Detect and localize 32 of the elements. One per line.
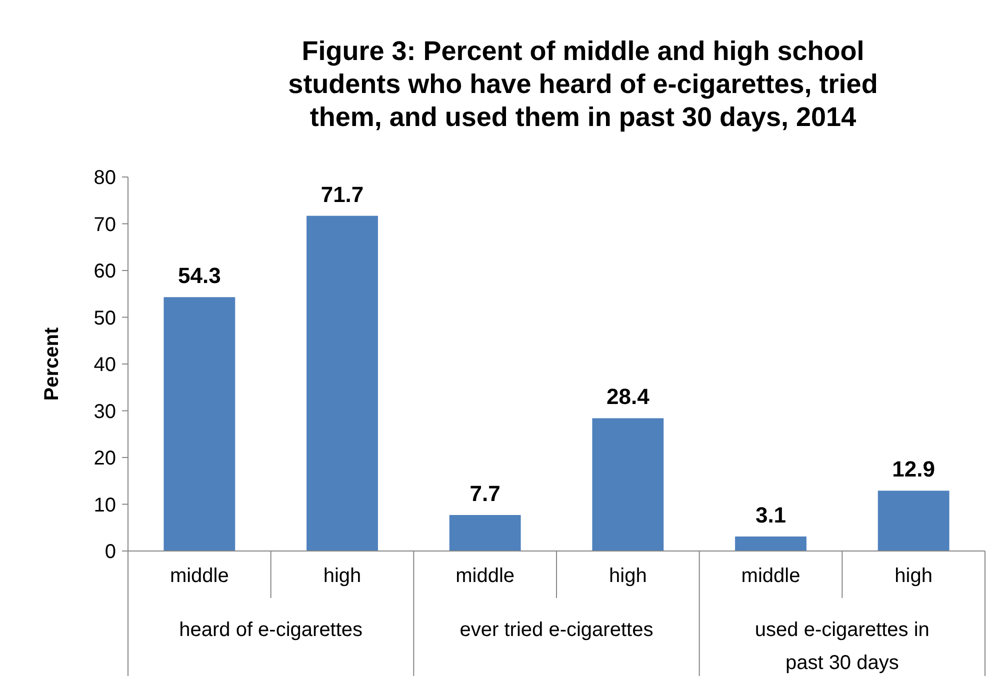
y-tick-label: 20: [94, 448, 116, 470]
bar: [306, 216, 378, 551]
y-tick-label: 10: [94, 494, 116, 516]
text: heard of e-cigarettes: [179, 619, 363, 641]
data-label: 7.7: [470, 481, 500, 506]
y-tick-label: 30: [94, 400, 116, 423]
bar: [449, 515, 521, 551]
bar: [164, 297, 236, 551]
y-tick-label: 50: [94, 307, 116, 330]
y-tick-label: 60: [94, 260, 116, 282]
x-tick-label: high: [323, 565, 362, 587]
data-label: 54.3: [178, 263, 221, 288]
text: used e-cigarettes in past 30 days: [754, 619, 930, 674]
x-tick-label: middle: [741, 565, 800, 587]
y-tick-label: 70: [94, 214, 116, 236]
x-tick-label: high: [609, 565, 647, 587]
chart-title: Figure 3: Percent of middle and high school students who have heard of e-cigarettes, tried them, and used them in past 30 days, 2014: [288, 36, 878, 132]
bar: [592, 418, 664, 551]
data-label: 12.9: [892, 456, 935, 482]
data-label: 3.1: [755, 502, 786, 528]
y-tick-label: 80: [94, 167, 116, 189]
x-tick-label: middle: [170, 565, 229, 587]
data-label: 28.4: [606, 384, 650, 410]
bar: [878, 490, 950, 551]
x-tick-label: high: [894, 565, 932, 587]
data-label: 71.7: [320, 182, 364, 207]
text: ever tried e-cigarettes: [460, 619, 654, 641]
x-tick-label: middle: [456, 565, 515, 587]
y-tick-label: 40: [94, 354, 116, 376]
y-axis-title: Percent: [41, 326, 63, 401]
bar: [735, 536, 806, 551]
y-tick-label: 0: [104, 541, 116, 563]
